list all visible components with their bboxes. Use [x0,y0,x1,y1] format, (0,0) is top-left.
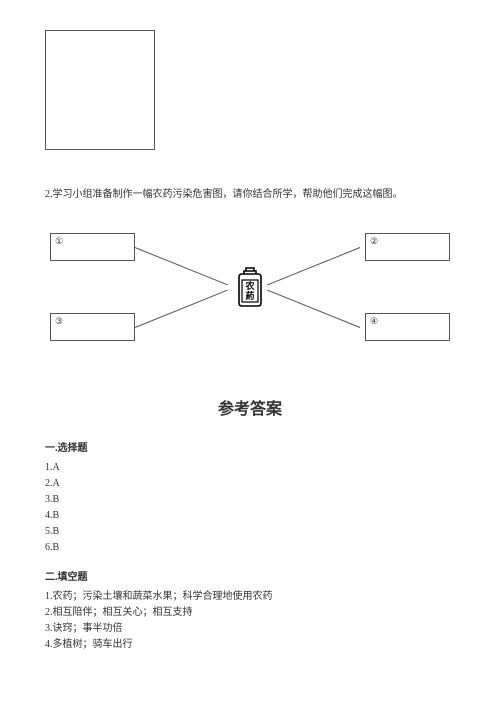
section2-heading: 二.填空题 [45,568,455,583]
answer-item: 1.农药；污染土壤和蔬菜水果；科学合理地使用农药 [45,589,455,605]
connector-3 [135,290,228,328]
answer-item: 4.B [45,508,455,524]
answer-item: 5.B [45,524,455,540]
diagram-node-2: ② [365,233,450,261]
diagram-node-3: ③ [50,313,135,341]
answers-title: 参考答案 [45,395,455,419]
svg-text:农: 农 [244,280,255,291]
answer-item: 2.相互陪伴；相互关心；相互支持 [45,605,455,621]
question-text: 2.学习小组准备制作一幅农药污染危害图，请你结合所学，帮助他们完成这幅图。 [45,185,455,205]
section1-list: 1.A2.A3.B4.B5.B6.B [45,460,455,556]
answer-item: 3.诀窍；事半功倍 [45,621,455,637]
node-label-1: ① [55,236,63,246]
diagram-node-4: ④ [365,313,450,341]
connector-4 [267,290,360,328]
connector-1 [135,247,228,285]
diagram-node-1: ① [50,233,135,261]
pesticide-diagram: ① ② ③ ④ 农 葯 [45,225,455,365]
answer-item: 6.B [45,540,455,556]
svg-text:葯: 葯 [245,290,254,301]
answer-item: 4.多植树；骑车出行 [45,637,455,653]
empty-box [45,30,155,150]
node-label-4: ④ [370,316,378,326]
node-label-3: ③ [55,316,63,326]
section1-heading: 一.选择题 [45,439,455,454]
answer-item: 3.B [45,492,455,508]
connector-2 [267,247,360,285]
pesticide-bottle-icon: 农 葯 [234,267,266,309]
node-label-2: ② [370,236,378,246]
answer-item: 2.A [45,476,455,492]
section2-list: 1.农药；污染土壤和蔬菜水果；科学合理地使用农药2.相互陪伴；相互关心；相互支持… [45,589,455,653]
answer-item: 1.A [45,460,455,476]
